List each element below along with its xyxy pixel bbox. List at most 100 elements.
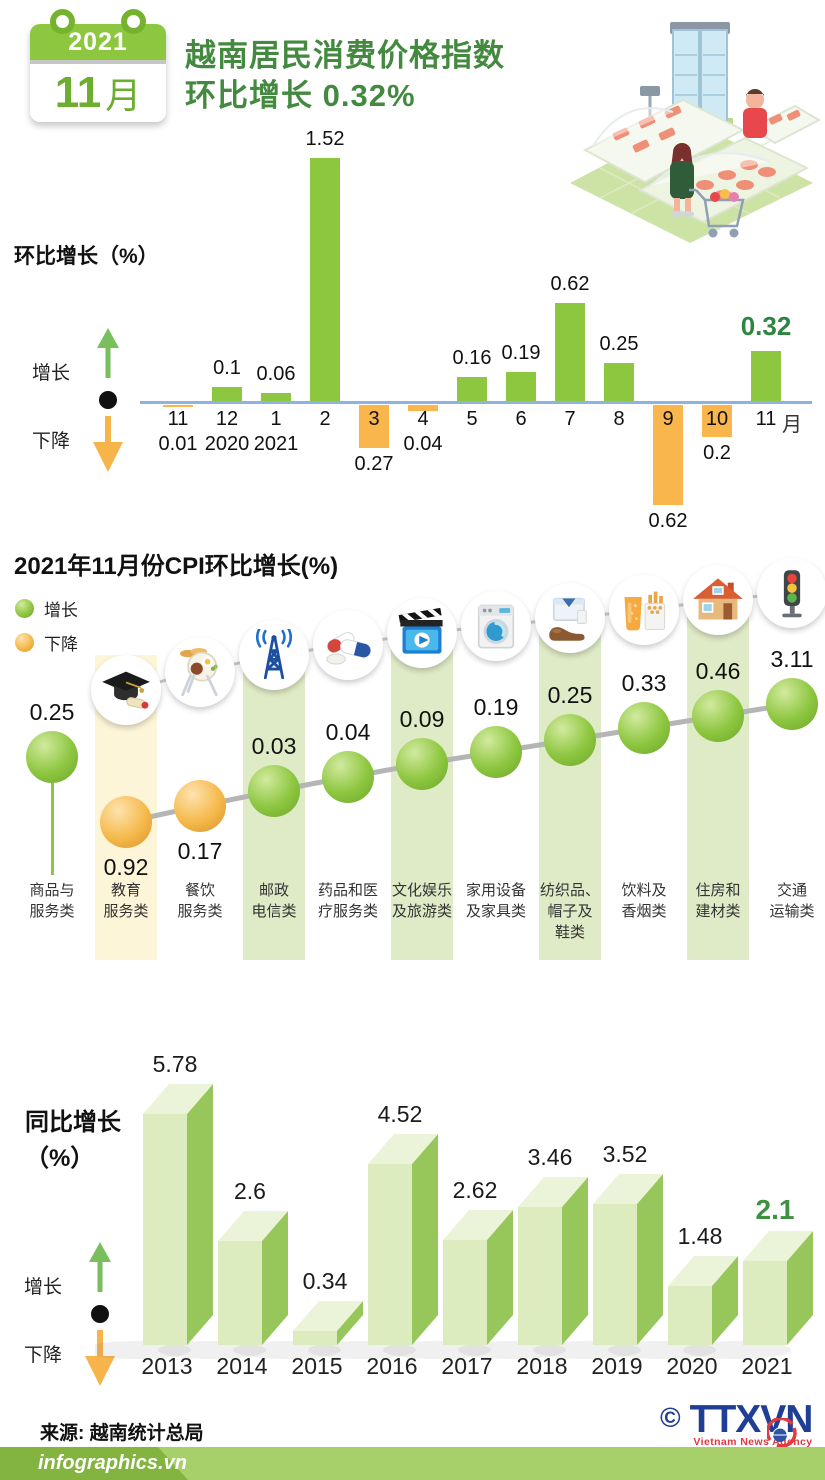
agency-abbr: TTXVN xyxy=(689,1398,814,1441)
mom-bar xyxy=(457,377,487,403)
category-stem xyxy=(50,783,54,875)
legend-up-label: 增长 xyxy=(32,363,71,384)
mom-bar xyxy=(310,158,340,403)
category-label: 家用设备 及家具类 xyxy=(465,882,526,920)
svg-text:3.52: 3.52 xyxy=(603,1141,648,1167)
mom-value-label: 0.19 xyxy=(501,342,541,364)
up-dot-icon xyxy=(15,599,34,618)
copyright-icon: © xyxy=(660,1402,681,1433)
category-value-label: 0.04 xyxy=(325,719,371,745)
svg-text:2018: 2018 xyxy=(516,1353,567,1379)
medicine-icon xyxy=(313,610,383,680)
calendar-year: 2021 xyxy=(30,24,166,60)
category-chart-title: 2021年11月份CPI环比增长(%) xyxy=(14,553,339,580)
dining-icon xyxy=(165,637,235,707)
ttxvn-logo: © TTXVN Vietnam News Agency xyxy=(660,1398,814,1448)
svg-text:5.78: 5.78 xyxy=(153,1051,198,1077)
legend-up-label: 增长 xyxy=(44,601,78,620)
mom-month-label: 7 xyxy=(564,408,576,430)
mom-bar xyxy=(751,351,781,403)
mom-month-label: 3 xyxy=(368,408,380,430)
category-value-label: 0.46 xyxy=(695,658,741,684)
yoy-chart-legend: 增长 下降 xyxy=(22,1240,142,1390)
mom-value-label: 0.16 xyxy=(452,347,492,369)
mom-value-label: 0.06 xyxy=(256,363,296,385)
house-icon xyxy=(683,565,753,635)
legend-down-label: 下降 xyxy=(32,431,71,452)
mom-chart: 月 11 0.01 12 2020 0.1 1 2021 0.06 2 1.52 3 0.27 4 0.0… xyxy=(140,120,825,550)
page-title-line1: 越南居民消费价格指数 xyxy=(185,38,505,73)
washing-machine-icon xyxy=(461,591,531,661)
mom-bar xyxy=(408,405,438,411)
mom-month-label: 11 xyxy=(167,408,189,430)
mom-value-label: 0.62 xyxy=(648,510,688,532)
mom-month-label: 12 xyxy=(215,408,239,430)
svg-text:2.1: 2.1 xyxy=(756,1194,795,1225)
category-band xyxy=(687,592,749,960)
category-value-label: 0.03 xyxy=(251,733,297,759)
legend-up-label: 增长 xyxy=(24,1277,63,1298)
category-value-label: 3.11 xyxy=(770,646,814,672)
footer-bar: infographics.vn xyxy=(0,1447,825,1480)
mom-month-label: 6 xyxy=(515,408,527,430)
svg-text:2013: 2013 xyxy=(141,1353,192,1379)
category-value-label: 0.09 xyxy=(399,706,445,732)
svg-text:2017: 2017 xyxy=(441,1353,492,1379)
mom-value-label: 0.2 xyxy=(703,442,731,464)
mom-value-label: 1.52 xyxy=(305,128,345,150)
category-connector-svg xyxy=(125,591,793,825)
svg-text:2015: 2015 xyxy=(291,1353,342,1379)
mom-bar xyxy=(212,387,242,403)
up-down-arrow-icon xyxy=(93,328,123,472)
mom-bar xyxy=(702,405,732,437)
mom-bar xyxy=(163,405,193,407)
mom-axis-unit: 月 xyxy=(782,412,802,436)
mom-month-label: 2 xyxy=(319,408,331,430)
category-value-label: 0.19 xyxy=(473,694,519,720)
mom-value-label: 0.04 xyxy=(403,433,443,455)
mom-value-label: 0.32 xyxy=(740,311,792,341)
legend-down-label: 下降 xyxy=(44,635,78,654)
mom-month-label: 5 xyxy=(466,408,478,430)
mom-month-label: 1 xyxy=(270,408,282,430)
category-label: 药品和医 疗服务类 xyxy=(317,882,378,920)
svg-text:2.6: 2.6 xyxy=(234,1178,266,1204)
category-value-label: 0.33 xyxy=(621,670,667,696)
mom-chart-axis xyxy=(140,401,812,404)
category-band xyxy=(539,608,601,960)
calendar-divider xyxy=(30,60,166,64)
mom-value-label: 0.25 xyxy=(599,333,639,355)
cinema-icon xyxy=(387,598,457,668)
mom-month-label: 4 xyxy=(417,408,429,430)
supermarket-illustration xyxy=(570,22,822,243)
category-label: 纺织品、 帽子及 鞋类 xyxy=(539,882,600,941)
calendar-ring-icon xyxy=(50,9,75,34)
svg-text:2020: 2020 xyxy=(666,1353,717,1379)
category-label: 邮政 电信类 xyxy=(251,882,297,920)
mom-bar xyxy=(359,405,389,448)
mom-value-label: 0.1 xyxy=(213,357,241,379)
source-text: 来源: 越南统计总局 xyxy=(40,1423,204,1444)
category-ball xyxy=(396,738,448,790)
category-value-label: 0.17 xyxy=(177,838,223,864)
category-ball xyxy=(248,765,300,817)
category-value-label: 0.25 xyxy=(29,699,75,725)
category-ball xyxy=(766,678,818,730)
mom-bar xyxy=(653,405,683,505)
traffic-light-icon xyxy=(757,558,825,628)
mom-bar xyxy=(555,303,585,403)
svg-text:3.46: 3.46 xyxy=(528,1144,573,1170)
calendar-ring-icon xyxy=(121,9,146,34)
footer-wedge xyxy=(0,1447,188,1480)
mom-month-label: 8 xyxy=(613,408,625,430)
svg-text:2016: 2016 xyxy=(366,1353,417,1379)
mom-value-label: 0.27 xyxy=(354,453,394,475)
down-dot-icon xyxy=(15,633,34,652)
mom-bar xyxy=(506,372,536,403)
mom-year-label: 2021 xyxy=(253,433,299,455)
legend-down-label: 下降 xyxy=(24,1345,63,1366)
svg-text:2019: 2019 xyxy=(591,1353,642,1379)
yoy-chart-title: 同比增长 （%） xyxy=(25,1109,121,1172)
svg-text:1.48: 1.48 xyxy=(678,1223,723,1249)
